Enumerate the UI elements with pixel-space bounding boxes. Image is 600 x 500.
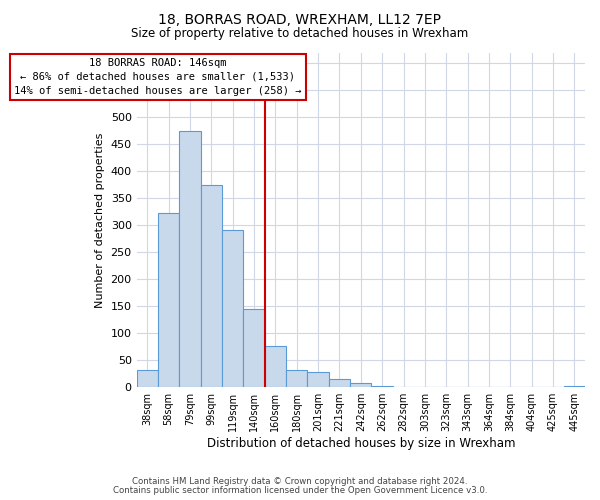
Text: Contains public sector information licensed under the Open Government Licence v3: Contains public sector information licen… (113, 486, 487, 495)
Bar (200, 186, 222, 387)
Bar (158, 214, 179, 387)
Bar (265, 346, 286, 387)
Text: 18 BORRAS ROAD: 146sqm
← 86% of detached houses are smaller (1,533)
14% of semi-: 18 BORRAS ROAD: 146sqm ← 86% of detached… (14, 58, 302, 96)
Bar (563, 386, 585, 387)
Bar (393, 386, 414, 387)
Bar (350, 384, 371, 387)
Bar (371, 386, 393, 387)
Bar (414, 386, 436, 387)
Bar (244, 310, 265, 387)
Y-axis label: Number of detached properties: Number of detached properties (95, 132, 105, 308)
Text: 18, BORRAS ROAD, WREXHAM, LL12 7EP: 18, BORRAS ROAD, WREXHAM, LL12 7EP (158, 12, 442, 26)
Bar (222, 230, 244, 387)
Bar (137, 370, 158, 387)
X-axis label: Distribution of detached houses by size in Wrexham: Distribution of detached houses by size … (206, 437, 515, 450)
Bar (286, 370, 307, 387)
Text: Contains HM Land Registry data © Crown copyright and database right 2024.: Contains HM Land Registry data © Crown c… (132, 477, 468, 486)
Bar (307, 372, 329, 387)
Text: Size of property relative to detached houses in Wrexham: Size of property relative to detached ho… (131, 28, 469, 40)
Bar (179, 132, 200, 387)
Bar (329, 378, 350, 387)
